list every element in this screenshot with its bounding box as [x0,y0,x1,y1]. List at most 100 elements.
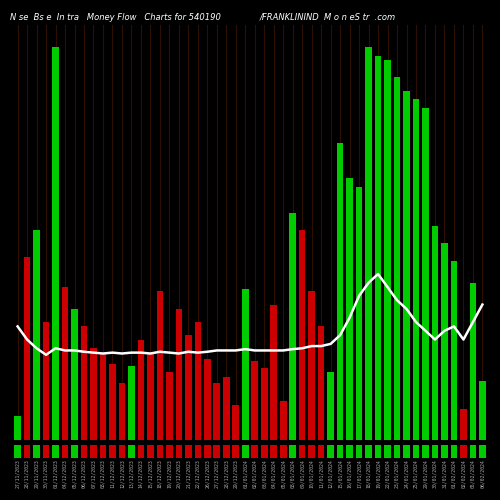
Text: 01/12/2023: 01/12/2023 [53,460,58,488]
Text: 18/12/2023: 18/12/2023 [158,460,162,488]
Text: /FRANKLININD  M o n eS tr  .com: /FRANKLININD M o n eS tr .com [260,12,396,22]
Text: 24/01/2024: 24/01/2024 [404,460,409,488]
Text: 06/12/2023: 06/12/2023 [82,460,86,488]
Bar [432,445,438,458]
Text: 07/12/2023: 07/12/2023 [91,460,96,488]
Text: 28/12/2023: 28/12/2023 [224,460,229,488]
Bar [422,108,429,440]
Bar [156,292,163,440]
Bar [412,100,420,440]
Bar [403,90,410,440]
Bar [412,445,420,458]
Text: 13/12/2023: 13/12/2023 [129,460,134,488]
Bar [100,445,106,458]
Bar [62,287,68,440]
Bar [346,178,353,440]
Text: 19/01/2024: 19/01/2024 [376,460,380,488]
Text: 30/11/2023: 30/11/2023 [44,460,49,488]
Bar [90,445,97,458]
Text: 29/12/2023: 29/12/2023 [234,460,238,488]
Text: 30/01/2024: 30/01/2024 [432,460,438,488]
Bar [242,445,248,458]
Text: 05/01/2024: 05/01/2024 [280,460,285,488]
Bar [299,445,306,458]
Text: 06/02/2024: 06/02/2024 [480,460,485,488]
Bar [147,445,154,458]
Text: 22/01/2024: 22/01/2024 [385,460,390,488]
Bar [109,445,116,458]
Bar [166,445,172,458]
Bar [185,445,192,458]
Bar [299,230,306,440]
Bar [118,445,126,458]
Bar [280,445,286,458]
Bar [479,381,486,440]
Bar [290,213,296,440]
Bar [270,445,277,458]
Text: 18/01/2024: 18/01/2024 [366,460,371,488]
Bar [185,335,192,440]
Bar [214,445,220,458]
Text: 31/01/2024: 31/01/2024 [442,460,447,488]
Bar [384,445,391,458]
Text: 05/02/2024: 05/02/2024 [470,460,476,488]
Bar [147,352,154,440]
Text: 05/12/2023: 05/12/2023 [72,460,77,488]
Bar [346,445,353,458]
Bar [318,326,324,440]
Bar [223,445,230,458]
Text: 12/01/2024: 12/01/2024 [328,460,333,488]
Text: 11/12/2023: 11/12/2023 [110,460,115,488]
Bar [176,445,182,458]
Bar [479,445,486,458]
Bar [441,445,448,458]
Bar [450,445,458,458]
Bar [223,376,230,440]
Text: 12/12/2023: 12/12/2023 [120,460,124,488]
Bar [80,445,87,458]
Bar [422,445,429,458]
Bar [42,322,50,440]
Text: 28/11/2023: 28/11/2023 [24,460,29,488]
Text: 16/01/2024: 16/01/2024 [347,460,352,488]
Text: 10/01/2024: 10/01/2024 [309,460,314,488]
Bar [450,261,458,440]
Bar [403,445,410,458]
Bar [42,445,50,458]
Text: 14/12/2023: 14/12/2023 [138,460,143,488]
Bar [394,78,400,440]
Bar [24,256,30,440]
Bar [33,445,40,458]
Bar [337,143,344,440]
Bar [460,410,467,440]
Bar [470,445,476,458]
Bar [252,445,258,458]
Bar [14,445,21,458]
Text: 20/12/2023: 20/12/2023 [176,460,182,488]
Text: 19/12/2023: 19/12/2023 [167,460,172,488]
Bar [441,244,448,440]
Bar [470,282,476,440]
Bar [280,400,286,440]
Text: 01/01/2024: 01/01/2024 [243,460,248,488]
Bar [252,362,258,440]
Bar [71,445,78,458]
Bar [176,309,182,440]
Bar [261,368,268,440]
Bar [356,186,362,440]
Bar [138,445,144,458]
Text: 29/11/2023: 29/11/2023 [34,460,39,488]
Text: 04/01/2024: 04/01/2024 [271,460,276,488]
Bar [290,445,296,458]
Bar [33,230,40,440]
Bar [62,445,68,458]
Text: 27/11/2023: 27/11/2023 [15,460,20,488]
Bar [194,445,201,458]
Bar [270,304,277,440]
Bar [366,445,372,458]
Text: 26/12/2023: 26/12/2023 [205,460,210,488]
Bar [366,47,372,440]
Bar [138,340,144,440]
Bar [337,445,344,458]
Text: 22/12/2023: 22/12/2023 [196,460,200,488]
